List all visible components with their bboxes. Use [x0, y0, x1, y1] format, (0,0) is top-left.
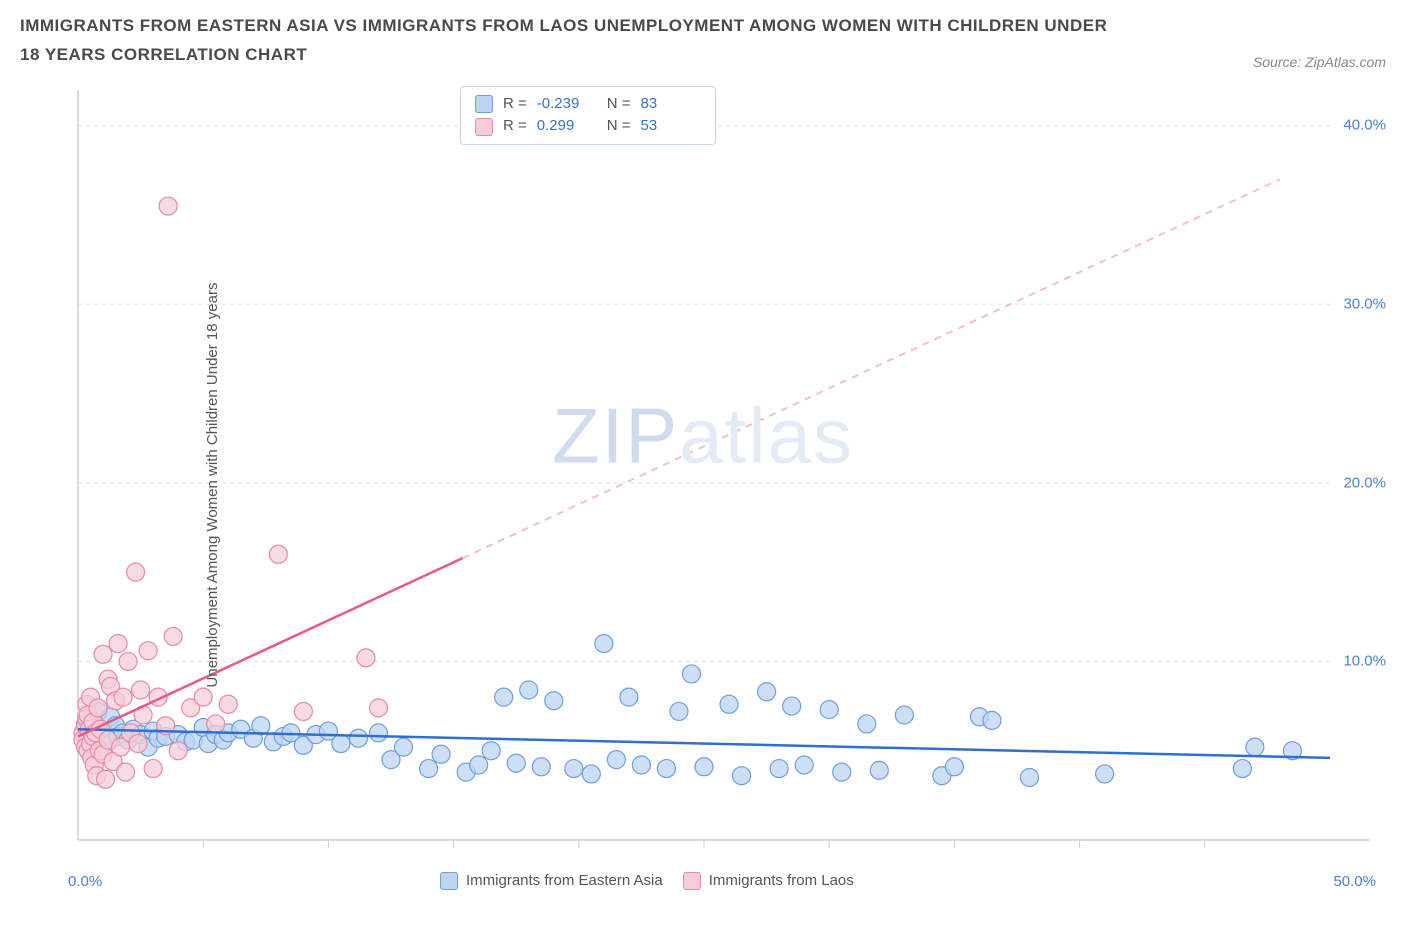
- swatch-icon: [683, 872, 701, 890]
- correlation-stats-box: R = -0.239 N = 83 R = 0.299 N = 53: [460, 86, 716, 145]
- scatter-chart: [20, 80, 1386, 890]
- y-tick-label: 30.0%: [1343, 296, 1386, 313]
- bottom-legend: Immigrants from Eastern Asia Immigrants …: [440, 872, 854, 890]
- x-tick-label: 50.0%: [1333, 873, 1376, 890]
- swatch-icon: [475, 118, 493, 136]
- chart-title: IMMIGRANTS FROM EASTERN ASIA VS IMMIGRAN…: [20, 12, 1120, 70]
- swatch-icon: [475, 95, 493, 113]
- chart-container: Unemployment Among Women with Children U…: [20, 80, 1386, 890]
- y-tick-label: 20.0%: [1343, 474, 1386, 491]
- y-tick-label: 40.0%: [1343, 117, 1386, 134]
- legend-item: Immigrants from Laos: [683, 872, 854, 890]
- swatch-icon: [440, 872, 458, 890]
- stats-row: R = -0.239 N = 83: [475, 93, 701, 116]
- y-tick-label: 10.0%: [1343, 653, 1386, 670]
- chart-source: Source: ZipAtlas.com: [1253, 54, 1386, 70]
- chart-header: IMMIGRANTS FROM EASTERN ASIA VS IMMIGRAN…: [20, 12, 1386, 70]
- legend-item: Immigrants from Eastern Asia: [440, 872, 663, 890]
- legend-label: Immigrants from Laos: [709, 872, 854, 889]
- x-tick-label: 0.0%: [68, 873, 102, 890]
- legend-label: Immigrants from Eastern Asia: [466, 872, 663, 889]
- y-axis-label: Unemployment Among Women with Children U…: [204, 282, 221, 687]
- stats-row: R = 0.299 N = 53: [475, 115, 701, 138]
